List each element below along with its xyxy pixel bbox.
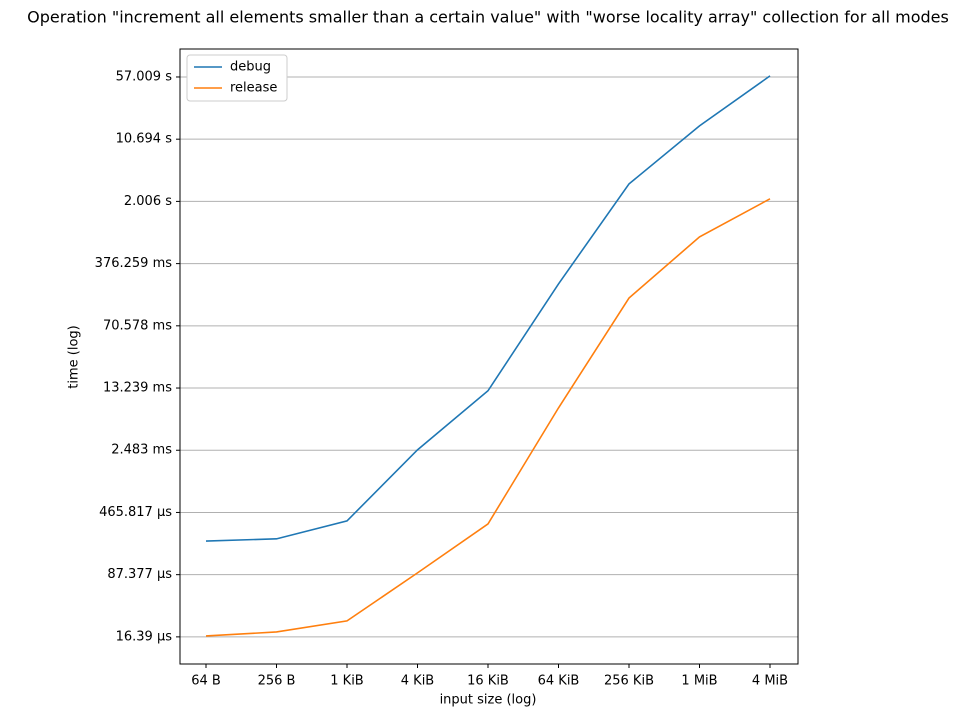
x-axis-label: input size (log) bbox=[440, 693, 537, 708]
y-axis-label: time (log) bbox=[67, 325, 82, 388]
x-tick-label: 4 MiB bbox=[752, 674, 788, 689]
x-tick-label: 1 KiB bbox=[330, 674, 363, 689]
x-tick-label: 4 KiB bbox=[401, 674, 434, 689]
line bbox=[205, 75, 771, 542]
x-tick-label: 256 KiB bbox=[604, 674, 654, 689]
y-tick-label: 87.377 µs bbox=[107, 567, 172, 582]
x-tick-label: 256 B bbox=[258, 674, 296, 689]
y-tick-label: 10.694 s bbox=[116, 132, 173, 147]
y-tick-label: 70.578 ms bbox=[103, 318, 172, 333]
chart-title: Operation "increment all elements smalle… bbox=[27, 8, 949, 27]
legend-label: debug bbox=[230, 60, 271, 75]
line bbox=[205, 198, 771, 637]
y-tick-label: 376.259 ms bbox=[95, 256, 173, 271]
y-tick-label: 2.483 ms bbox=[111, 443, 172, 458]
x-tick-label: 64 KiB bbox=[538, 674, 580, 689]
plot-frame bbox=[179, 48, 799, 665]
x-tick-label: 1 MiB bbox=[681, 674, 717, 689]
y-tick-label: 16.39 µs bbox=[116, 629, 173, 644]
y-tick-label: 57.009 s bbox=[116, 69, 173, 84]
x-tick-label: 64 B bbox=[191, 674, 221, 689]
y-tick-label: 465.817 µs bbox=[99, 505, 172, 520]
legend-label: release bbox=[230, 81, 277, 96]
y-tick-label: 13.239 ms bbox=[103, 381, 172, 396]
y-tick-label: 2.006 s bbox=[124, 194, 172, 209]
x-tick-label: 16 KiB bbox=[467, 674, 509, 689]
